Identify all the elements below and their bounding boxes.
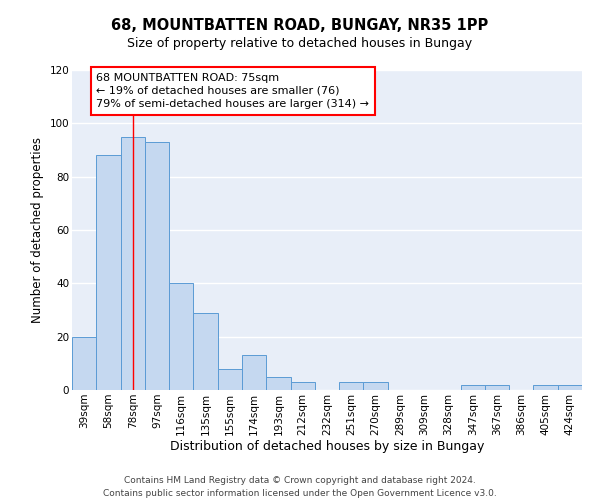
Bar <box>242 356 266 390</box>
Bar <box>339 382 364 390</box>
Bar <box>485 384 509 390</box>
Y-axis label: Number of detached properties: Number of detached properties <box>31 137 44 323</box>
Bar <box>193 312 218 390</box>
Bar <box>558 384 582 390</box>
Text: 68, MOUNTBATTEN ROAD, BUNGAY, NR35 1PP: 68, MOUNTBATTEN ROAD, BUNGAY, NR35 1PP <box>112 18 488 32</box>
Bar <box>96 156 121 390</box>
Text: Contains HM Land Registry data © Crown copyright and database right 2024.
Contai: Contains HM Land Registry data © Crown c… <box>103 476 497 498</box>
Bar <box>364 382 388 390</box>
Bar <box>145 142 169 390</box>
Bar <box>461 384 485 390</box>
Bar <box>121 136 145 390</box>
Bar <box>72 336 96 390</box>
Bar <box>169 284 193 390</box>
Bar <box>266 376 290 390</box>
Text: 68 MOUNTBATTEN ROAD: 75sqm
← 19% of detached houses are smaller (76)
79% of semi: 68 MOUNTBATTEN ROAD: 75sqm ← 19% of deta… <box>96 72 369 109</box>
Bar <box>218 368 242 390</box>
Bar <box>290 382 315 390</box>
X-axis label: Distribution of detached houses by size in Bungay: Distribution of detached houses by size … <box>170 440 484 454</box>
Text: Size of property relative to detached houses in Bungay: Size of property relative to detached ho… <box>127 38 473 51</box>
Bar <box>533 384 558 390</box>
